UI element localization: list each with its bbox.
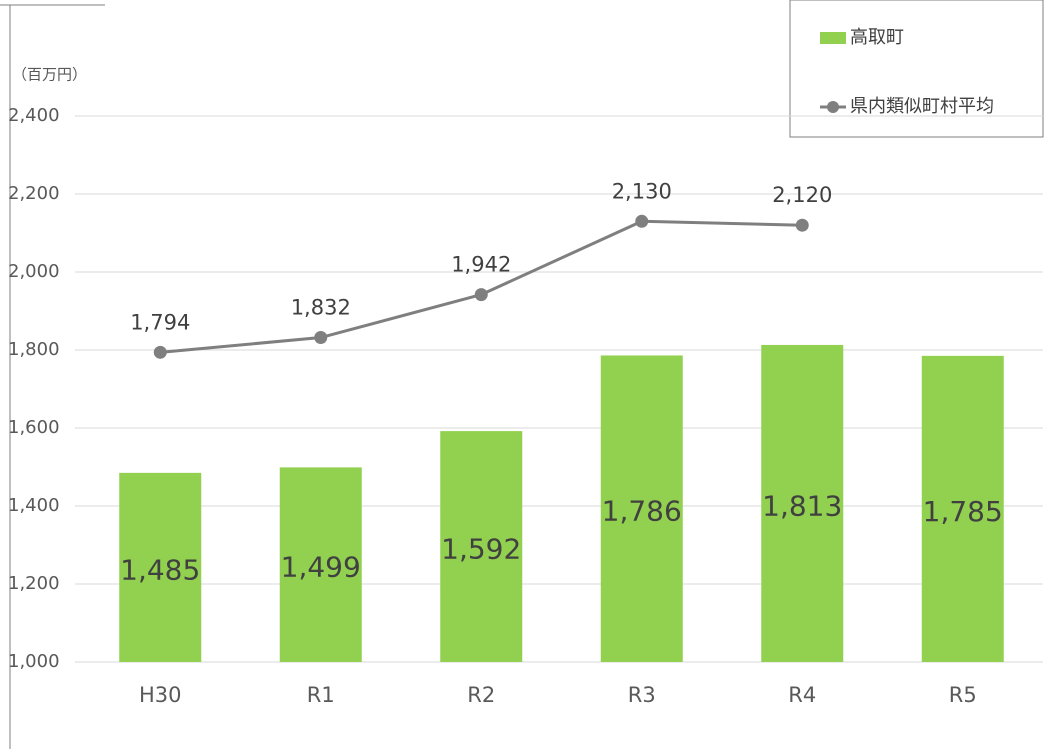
y-tick-label: 1,800 [8,339,60,360]
line-value-label: 1,942 [451,253,511,277]
legend-box [789,0,1044,138]
bar-value-label: 1,499 [281,551,361,584]
y-tick-label: 2,200 [8,183,60,204]
bar-value-label: 1,485 [120,553,200,586]
line-marker [635,214,649,228]
line-marker [314,331,328,345]
y-tick-label: 1,000 [8,651,60,672]
y-tick-label: 2,000 [8,261,60,282]
y-tick-label: 1,400 [8,495,60,516]
bar-value-label: 1,786 [602,495,682,528]
bar [279,467,362,662]
bar [761,344,844,662]
x-tick-label: R3 [628,683,656,707]
y-tick-label: 1,600 [8,417,60,438]
x-tick-label: R4 [788,683,816,707]
legend-label: 高取町 [850,27,904,48]
y-tick-label: 1,200 [8,573,60,594]
legend-swatch [827,101,839,113]
line-value-label: 2,130 [612,179,672,203]
bar [600,355,683,662]
bar-value-label: 1,592 [441,533,521,566]
x-tick-label: R1 [307,683,335,707]
x-tick-label: R5 [949,683,977,707]
legend-swatch [820,32,846,44]
line-marker [474,288,488,302]
line-value-label: 2,120 [772,183,832,207]
bar [921,355,1004,662]
x-tick-label: H30 [139,683,182,707]
bar-value-label: 1,813 [762,489,842,522]
line-marker [795,218,809,232]
bar-value-label: 1,785 [923,495,1003,528]
legend-label: 県内類似町村平均 [850,96,994,117]
line-value-label: 1,832 [291,296,351,320]
bar [119,472,202,662]
x-tick-label: R2 [467,683,495,707]
y-tick-label: 2,400 [8,105,60,126]
line-marker [153,345,167,359]
bar [440,431,523,662]
line-value-label: 1,794 [130,310,190,334]
y-axis-label: （百万円） [12,66,87,84]
